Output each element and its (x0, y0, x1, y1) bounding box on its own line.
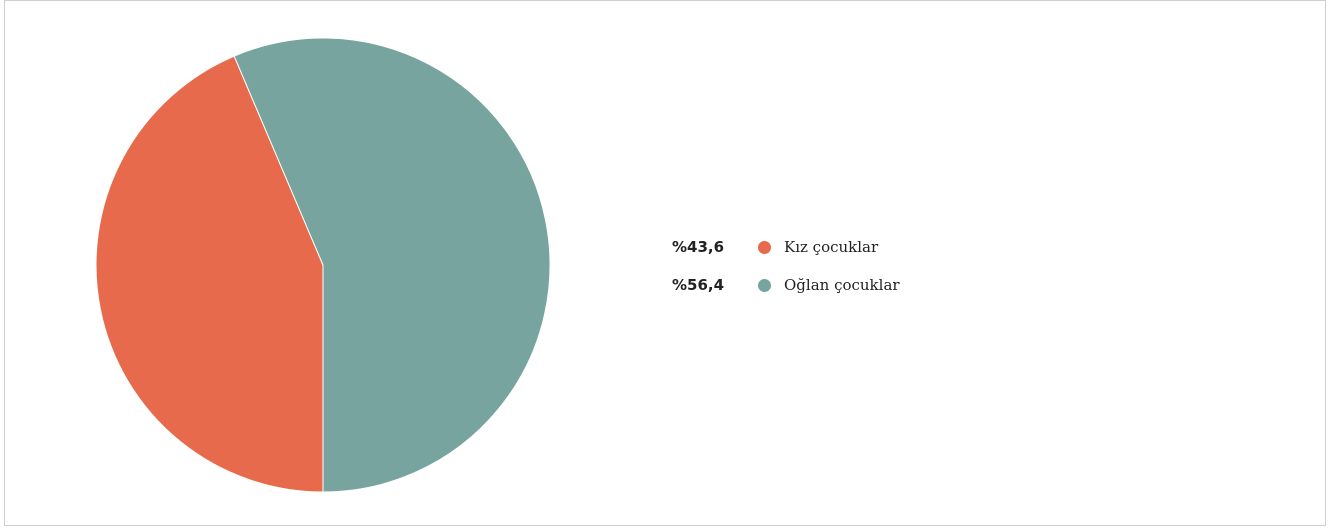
pie-slice-oglan (233, 37, 551, 493)
legend-value-oglan: %56,4 (672, 276, 725, 294)
legend-dot-kiz (758, 240, 771, 254)
pie-slice-kiz (95, 55, 324, 493)
pie-slices (95, 37, 551, 493)
legend-dot-oglan (758, 278, 771, 292)
legend-item-oglan: %56,4 Oğlan çocuklar (672, 272, 900, 298)
legend-value-kiz: %43,6 (672, 238, 725, 256)
legend-label-kiz: Kız çocuklar (784, 238, 879, 256)
legend-item-kiz: %43,6 Kız çocuklar (672, 234, 900, 260)
legend: %43,6 Kız çocuklar %56,4 Oğlan çocuklar (672, 234, 900, 310)
legend-label-oglan: Oğlan çocuklar (784, 276, 900, 294)
